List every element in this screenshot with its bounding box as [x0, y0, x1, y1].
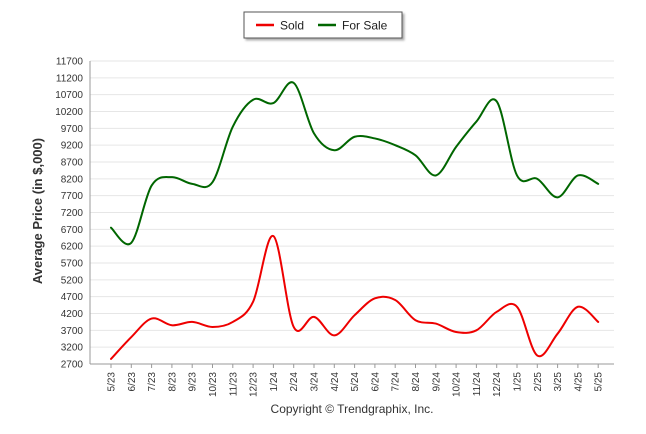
y-tick-label: 5200 [61, 275, 84, 286]
legend-label-for-sale[interactable]: For Sale [342, 19, 388, 33]
y-tick-label: 10200 [55, 107, 83, 118]
axes [89, 61, 614, 368]
x-tick-label: 9/23 [188, 372, 199, 392]
legend-label-sold[interactable]: Sold [280, 19, 304, 33]
y-tick-label: 5700 [61, 259, 84, 270]
y-tick-label: 10700 [55, 90, 83, 101]
y-tick-label: 11200 [56, 73, 84, 84]
x-tick-label: 8/24 [411, 372, 422, 392]
y-tick-label: 4200 [61, 309, 84, 320]
x-tick-label: 12/23 [249, 372, 260, 397]
x-tick-label: 2/24 [289, 372, 300, 392]
y-tick-label: 7200 [61, 208, 84, 219]
x-tick-label: 7/24 [391, 372, 402, 392]
x-tick-label: 3/25 [553, 372, 564, 392]
y-tick-label: 9700 [61, 124, 84, 135]
x-tick-label: 6/23 [127, 372, 138, 392]
x-axis-tick-labels: 5/23 6/23 7/23 8/23 9/23 10/23 11/23 12/23 1/24 2… [107, 372, 605, 397]
y-tick-label: 6200 [61, 242, 84, 253]
x-tick-label: 4/25 [573, 372, 584, 392]
x-tick-label: 7/23 [147, 372, 158, 392]
series-lines [110, 81, 600, 360]
y-tick-label: 6700 [61, 225, 84, 236]
x-tick-label: 6/24 [370, 372, 381, 392]
y-tick-label: 8200 [61, 174, 84, 185]
y-tick-label: 9200 [61, 141, 84, 152]
x-tick-label: 9/24 [431, 372, 442, 392]
x-tick-label: 10/23 [208, 372, 219, 397]
y-tick-label: 3700 [61, 326, 84, 337]
y-tick-label: 11700 [56, 57, 84, 68]
y-tick-label: 4700 [61, 292, 84, 303]
y-tick-label: 3200 [61, 343, 84, 354]
x-tick-label: 5/25 [594, 372, 605, 392]
y-axis-tick-labels: 2700 3200 3700 4200 4700 5200 5700 6200 6700 7200… [55, 57, 83, 371]
x-tick-label: 10/24 [452, 372, 463, 397]
x-tick-label: 5/24 [350, 372, 361, 392]
x-tick-label: 11/23 [228, 372, 239, 397]
x-tick-label: 1/25 [513, 372, 524, 392]
x-tick-label: 11/24 [472, 372, 483, 397]
x-tick-label: 8/23 [167, 372, 178, 392]
copyright-footer: Copyright © Trendgraphix, Inc. [271, 402, 434, 416]
series-line-for-sale[interactable] [110, 81, 600, 246]
x-tick-label: 12/24 [492, 372, 503, 397]
series-line-sold[interactable] [110, 235, 600, 360]
x-tick-label: 5/23 [107, 372, 118, 392]
y-tick-label: 2700 [61, 360, 84, 371]
x-tick-label: 3/24 [310, 372, 321, 392]
y-tick-label: 8700 [61, 158, 84, 169]
y-axis-label: Average Price (in $,000) [30, 138, 45, 284]
legend: Sold For Sale [243, 11, 403, 39]
x-tick-label: 4/24 [330, 372, 341, 392]
x-tick-label: 2/25 [533, 372, 544, 392]
x-tick-label: 1/24 [269, 372, 280, 392]
y-tick-label: 7700 [61, 191, 84, 202]
